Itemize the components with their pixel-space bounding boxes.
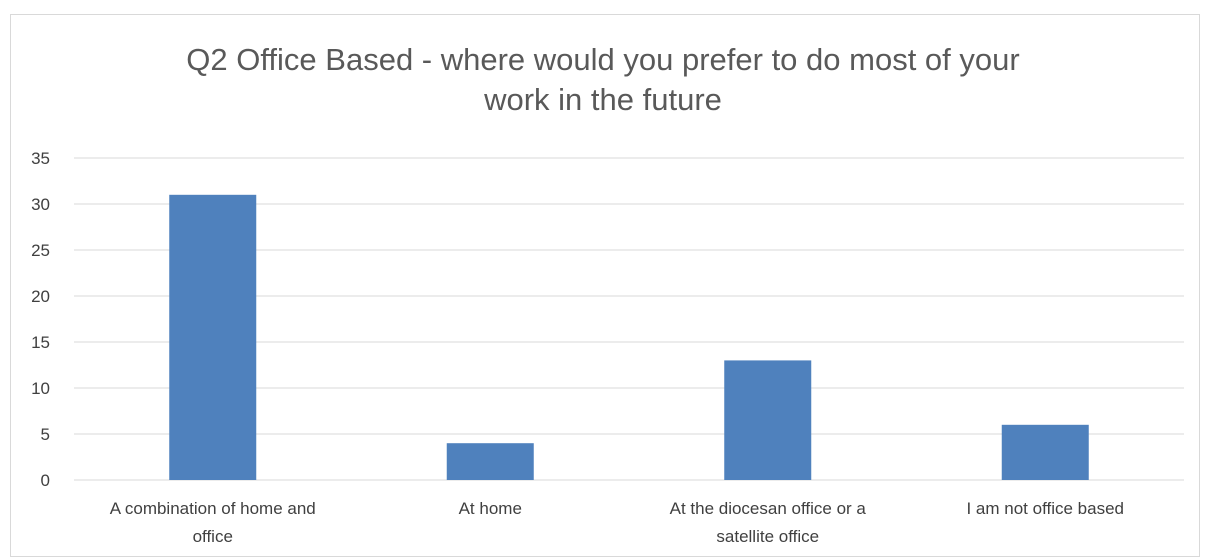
y-tick-label: 10 [31, 379, 50, 398]
chart-title-line-1: Q2 Office Based - where would you prefer… [186, 42, 1019, 77]
chart-title-line-2: work in the future [483, 82, 722, 117]
y-tick-label: 0 [41, 471, 50, 490]
x-axis-category-labels: A combination of home and office At home At… [110, 499, 1124, 546]
y-tick-label: 30 [31, 195, 50, 214]
x-category-label: A combination of home and office [110, 499, 316, 546]
y-tick-label: 20 [31, 287, 50, 306]
bars [169, 194, 1089, 481]
x-category-label-line: I am not office based [966, 499, 1124, 518]
x-category-label-line: satellite office [716, 527, 819, 546]
x-category-label-line: At the diocesan office or a [670, 499, 867, 518]
y-tick-label: 15 [31, 333, 50, 352]
x-category-label: At the diocesan office or a satellite off… [670, 499, 867, 546]
x-category-label-line: At home [459, 499, 522, 518]
y-tick-label: 5 [41, 425, 50, 444]
bar [1001, 424, 1089, 480]
x-category-label: I am not office based [966, 499, 1124, 518]
bar [446, 443, 534, 480]
bar [169, 194, 257, 481]
y-tick-label: 35 [31, 149, 50, 168]
x-category-label: At home [459, 499, 522, 518]
y-axis-tick-labels: 0 5 10 15 20 25 30 35 [31, 149, 50, 490]
x-category-label-line: A combination of home and [110, 499, 316, 518]
x-category-label-line: office [193, 527, 233, 546]
chart-title: Q2 Office Based - where would you prefer… [186, 42, 1019, 117]
y-tick-label: 25 [31, 241, 50, 260]
gridlines [74, 157, 1184, 481]
bar [724, 360, 812, 480]
